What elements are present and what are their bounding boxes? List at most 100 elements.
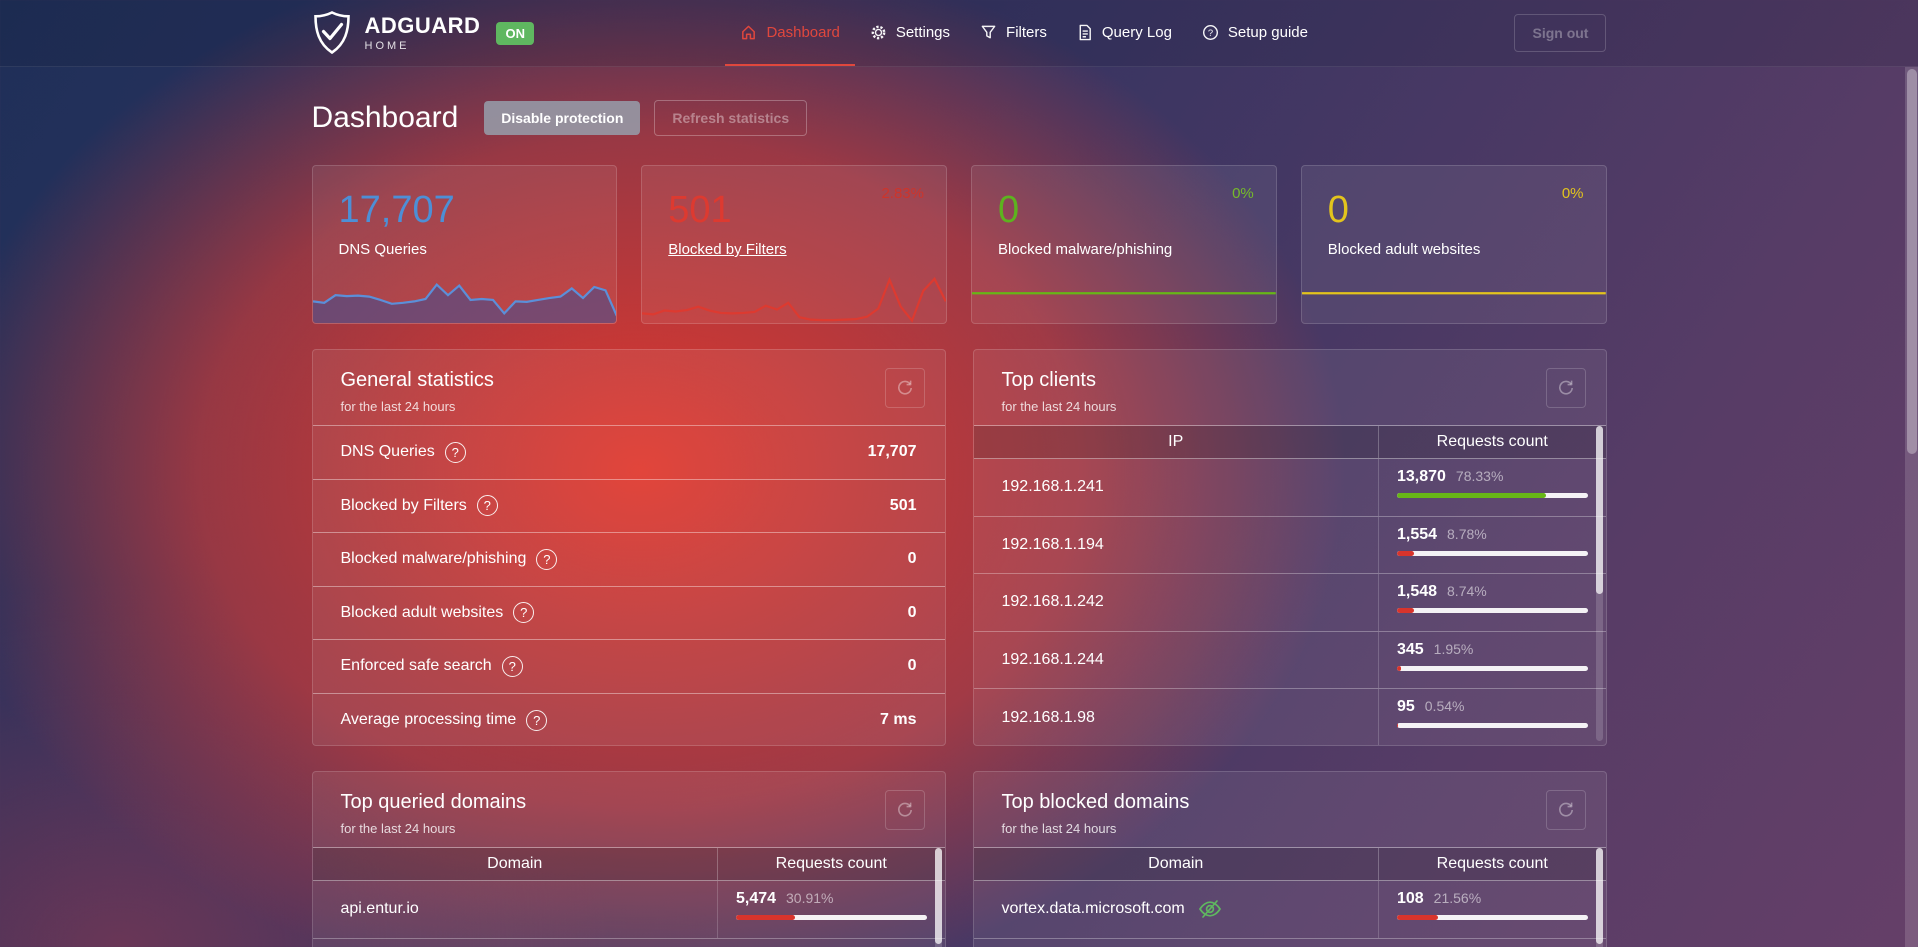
page-title: Dashboard xyxy=(311,101,459,134)
help-icon[interactable]: ? xyxy=(476,495,498,517)
requests-percent: 8.74% xyxy=(1447,583,1487,600)
svg-text:?: ? xyxy=(1208,27,1213,38)
refresh-button[interactable] xyxy=(1545,368,1586,408)
nav-label: Query Log xyxy=(1101,23,1172,41)
nav-item-setup-guide[interactable]: ? Setup guide xyxy=(1187,0,1323,66)
adguard-logo[interactable]: ADGUARD HOME xyxy=(312,10,481,56)
stat-row: DNS Queries ? 17,707 xyxy=(312,426,945,480)
queried-domain[interactable]: api.entur.io xyxy=(340,900,419,918)
help-icon[interactable]: ? xyxy=(526,709,548,731)
column-header-requests-count[interactable]: Requests count xyxy=(716,848,945,880)
requests-progress-bar xyxy=(735,915,927,920)
client-ip[interactable]: 192.168.1.241 xyxy=(1001,478,1104,496)
requests-progress-bar xyxy=(1396,665,1588,671)
card-label: Blocked by Filters xyxy=(668,241,946,258)
blocked-adult-sparkline xyxy=(1302,275,1606,323)
help-icon[interactable]: ? xyxy=(444,441,466,463)
requests-percent: 8.78% xyxy=(1447,525,1487,542)
top-blocked-domains-panel: Top blocked domains for the last 24 hour… xyxy=(972,771,1607,947)
stat-label: Blocked adult websites xyxy=(340,603,504,621)
nav-item-query-log[interactable]: Query Log xyxy=(1062,0,1187,66)
stat-row: Average processing time ? 7 ms xyxy=(313,694,945,746)
stat-value: 501 xyxy=(889,496,917,514)
blocked-domain[interactable]: vortex.data.microsoft.com xyxy=(1001,900,1185,918)
card-percent: 2.83% xyxy=(881,185,924,202)
help-icon[interactable]: ? xyxy=(513,602,535,624)
nav-label: Settings xyxy=(895,23,951,41)
requests-progress-bar xyxy=(1396,915,1588,920)
nav-item-filters[interactable]: Filters xyxy=(965,0,1062,66)
client-ip[interactable]: 192.168.1.98 xyxy=(1001,708,1095,726)
nav-label: Filters xyxy=(1006,23,1047,41)
nav-item-settings[interactable]: Settings xyxy=(855,0,965,66)
column-header-ip[interactable]: IP xyxy=(1168,433,1184,450)
requests-count: 1,554 xyxy=(1396,525,1438,543)
client-row: 192.168.1.241 13,870 78.33% xyxy=(973,459,1606,517)
client-row: 192.168.1.244 345 1.95% xyxy=(973,631,1606,690)
refresh-statistics-button[interactable]: Refresh statistics xyxy=(654,100,808,136)
requests-progress-bar xyxy=(1396,493,1588,498)
refresh-icon xyxy=(1557,379,1575,397)
disable-protection-button[interactable]: Disable protection xyxy=(484,101,641,135)
stat-label: Average processing time xyxy=(340,711,517,729)
clients-table-header: IP Requests count xyxy=(973,426,1606,459)
queried-table-scrollbar[interactable] xyxy=(934,848,942,947)
refresh-button[interactable] xyxy=(1545,790,1586,830)
blocked-filters-sparkline xyxy=(642,275,946,323)
card-label: Blocked adult websites xyxy=(1327,241,1481,258)
requests-count: 13,870 xyxy=(1396,468,1446,485)
gear-icon xyxy=(870,24,887,41)
panel-title: General statistics xyxy=(340,369,494,391)
panel-title: Top blocked domains xyxy=(1001,791,1190,813)
card-dns-queries: 17,707 DNS Queries xyxy=(311,165,618,324)
client-row: 192.168.1.98 95 0.54% xyxy=(974,689,1606,745)
help-icon[interactable]: ? xyxy=(536,548,558,570)
unblock-eye-off-icon[interactable] xyxy=(1197,897,1223,921)
stat-value: 7 ms xyxy=(880,711,917,729)
stat-value: 0 xyxy=(907,550,917,568)
nav-item-dashboard[interactable]: Dashboard xyxy=(725,0,855,66)
stat-row: Blocked malware/phishing ? 0 xyxy=(312,533,945,587)
page-scrollbar-thumb[interactable] xyxy=(1906,69,1917,454)
column-header-requests-count[interactable]: Requests count xyxy=(1377,848,1606,880)
domain-row: vortex.data.microsoft.com 108 21.56% xyxy=(973,881,1606,939)
page-scrollbar[interactable] xyxy=(1905,67,1918,947)
stat-value: 0 xyxy=(907,603,917,621)
column-header-requests-count[interactable]: Requests count xyxy=(1377,426,1606,458)
refresh-icon xyxy=(1557,801,1575,819)
panel-subtitle: for the last 24 hours xyxy=(1001,821,1117,836)
stat-label: Enforced safe search xyxy=(340,657,492,675)
client-ip[interactable]: 192.168.1.194 xyxy=(1001,535,1104,553)
stat-row: Enforced safe search ? 0 xyxy=(312,640,945,694)
panel-title: Top clients xyxy=(1001,369,1097,391)
client-row: 192.168.1.242 1,548 8.74% xyxy=(973,574,1606,632)
sign-out-button[interactable]: Sign out xyxy=(1514,14,1607,52)
stat-label: Blocked by Filters xyxy=(340,496,467,514)
dns-queries-sparkline xyxy=(312,275,617,323)
requests-percent: 78.33% xyxy=(1455,468,1504,484)
nav-label: Setup guide xyxy=(1227,23,1308,41)
clients-table-scrollbar[interactable] xyxy=(1595,426,1603,741)
stat-value: 17,707 xyxy=(867,443,917,461)
column-header-domain[interactable]: Domain xyxy=(1148,855,1204,872)
stat-label: DNS Queries xyxy=(340,443,435,461)
requests-count: 345 xyxy=(1396,640,1424,658)
requests-count: 5,474 xyxy=(735,890,777,907)
domain-row: api.entur.io 5,474 30.91% xyxy=(312,881,945,939)
client-ip[interactable]: 192.168.1.244 xyxy=(1001,651,1104,669)
blocked-by-filters-link[interactable]: Blocked by Filters xyxy=(668,241,787,258)
card-label: Blocked malware/phishing xyxy=(998,241,1173,258)
panel-subtitle: for the last 24 hours xyxy=(340,821,456,836)
stat-row: Blocked adult websites ? 0 xyxy=(312,587,945,640)
help-icon[interactable]: ? xyxy=(501,655,523,677)
column-header-domain[interactable]: Domain xyxy=(487,855,543,872)
question-circle-icon: ? xyxy=(1202,24,1219,41)
refresh-button[interactable] xyxy=(884,790,925,830)
requests-percent: 1.95% xyxy=(1433,640,1474,657)
client-ip[interactable]: 192.168.1.242 xyxy=(1001,593,1104,611)
requests-progress-bar xyxy=(1396,723,1588,729)
panel-subtitle: for the last 24 hours xyxy=(1001,399,1117,414)
blocked-table-scrollbar[interactable] xyxy=(1595,848,1603,947)
refresh-button[interactable] xyxy=(884,368,925,408)
brand-name: ADGUARD xyxy=(364,12,481,38)
